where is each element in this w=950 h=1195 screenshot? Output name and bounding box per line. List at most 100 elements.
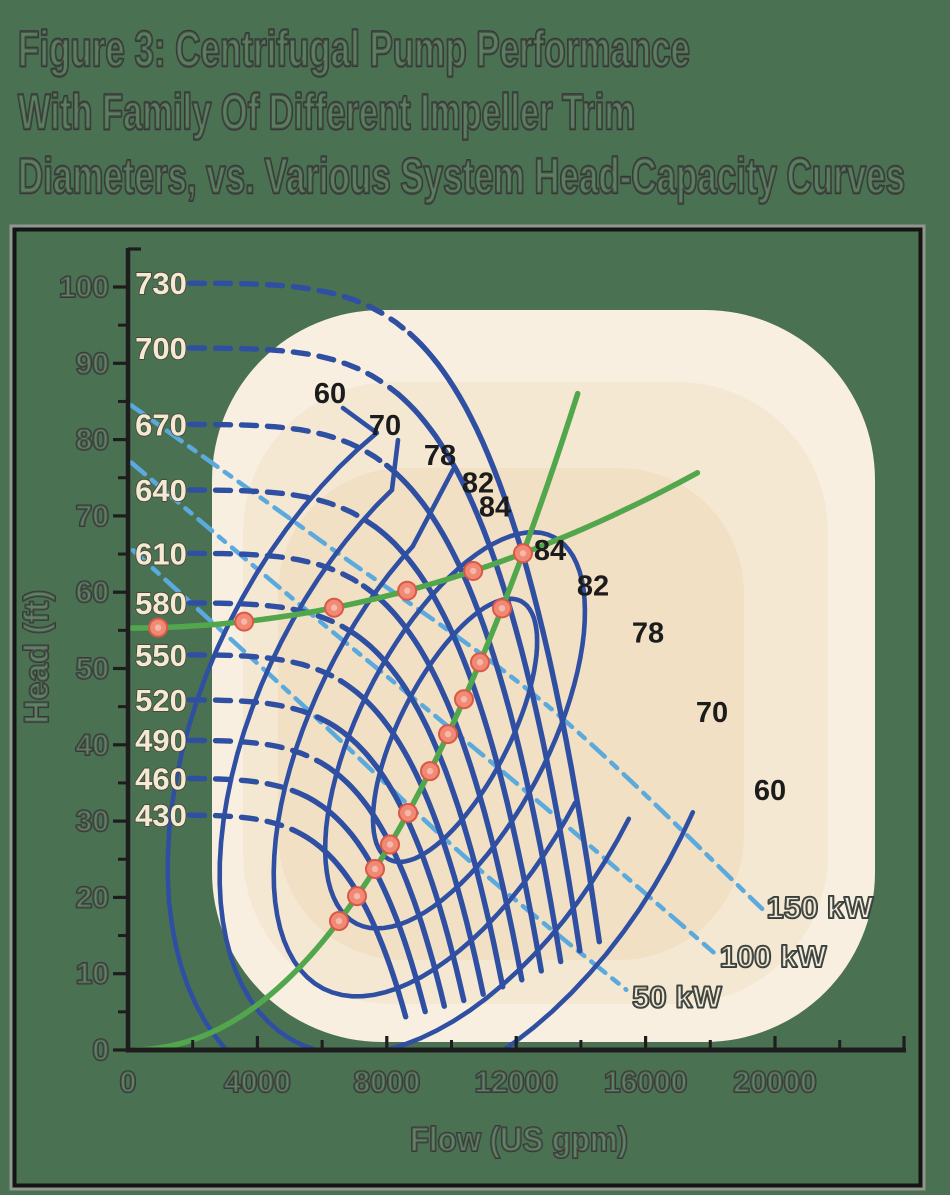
y-tick-label: 60 [76,576,109,609]
operating-point-core [498,605,506,612]
efficiency-label-right-82: 82 [577,570,609,602]
x-tick-label: 12000 [474,1066,557,1099]
trim-label-670: 670 [135,407,187,442]
chart-frame-inner-border [12,227,923,1188]
figure-title: Figure 3: Centrifugal Pump Performance W… [17,20,907,206]
efficiency-contour-60 [165,430,696,1052]
operating-point-core [330,604,338,611]
trim-label-640: 640 [135,473,187,508]
y-tick-label: 90 [76,347,109,380]
pump-curve-520-solid [326,720,467,1004]
efficiency-contour-84 [370,596,540,865]
y-tick-label: 40 [76,729,109,762]
power-curve-label: 100 kW [720,939,828,974]
efficiency-contour-78-tail [410,467,456,549]
y-axis-title: Head (ft) [18,590,56,724]
efficiency-label-top-70: 70 [369,410,401,442]
efficiency-contours [165,405,696,1052]
y-tick-label: 50 [76,653,109,686]
efficiency-contour-70-tail [389,437,401,493]
y-tick-labels: 0 10 20 30 40 50 60 70 80 90 100 [58,270,110,1068]
operating-point-core [335,917,343,925]
operating-points [148,543,533,932]
figure-title-line-1: Figure 3: Centrifugal Pump Performance [18,21,690,77]
x-tick-label: 16000 [604,1066,687,1099]
y-tick-label: 0 [92,1034,109,1067]
best-efficiency-point-core [519,550,527,557]
operating-point-core [460,696,468,703]
y-tick-label: 100 [59,271,109,304]
operating-point-core [386,841,394,848]
trim-label-430: 430 [135,798,187,833]
pump-curve-730-dashed [186,280,413,337]
pump-curve-610-dashed [186,550,367,589]
pump-curve-610-solid [360,583,525,983]
efficiency-contour-60-tail [340,405,380,436]
trim-label-460: 460 [135,761,187,796]
x-tick-label: 4000 [224,1066,291,1099]
efficiency-contour-82 [322,529,588,931]
efficiency-label-right-78: 78 [632,618,664,650]
operating-point-core [240,618,248,625]
power-curve-label: 150 kW [767,890,875,925]
pump-curve-640-dashed [186,487,378,530]
pump-curve-430-solid [291,827,409,1020]
x-axis-title: Flow (US gpm) [410,1121,628,1159]
efficiency-label-top-78: 78 [424,440,456,472]
power-curve-labels: 150 kW 100 kW 50 kW [631,889,875,1015]
operating-point-core [404,809,412,817]
y-tick-label: 10 [76,958,109,991]
operating-point-core [403,587,411,594]
power-curve-label: 50 kW [632,979,722,1014]
operating-point-core [469,567,477,575]
plot-area [129,280,765,1052]
trim-label-550: 550 [135,638,187,673]
operating-region-blob [212,310,875,1042]
y-tick-label: 20 [76,881,109,914]
x-tick-label: 8000 [353,1066,420,1099]
trim-label-610: 610 [135,536,187,571]
pump-curve-700-dashed [186,345,401,397]
x-tick-label: 20000 [733,1066,816,1099]
x-axis-ticks [126,1036,842,1050]
trim-label-490: 490 [135,723,187,758]
efficiency-contour-78 [271,543,578,999]
chart-frame-outer-border [9,224,926,1191]
chart-frame [9,224,926,1191]
operating-point-core [476,659,484,666]
y-tick-label: 70 [76,500,109,533]
y-axis-ticks [113,285,128,1052]
pump-curve-460-solid [303,793,428,1015]
pump-curve-730-solid [407,330,602,945]
efficiency-label-right-60: 60 [754,775,786,807]
pump-curve-520-dashed [186,697,332,726]
trim-label-730: 730 [135,266,187,301]
pump-curve-580-dashed [186,600,355,635]
operating-point-core [353,892,361,900]
operating-point-core [154,624,162,631]
axes [113,247,906,1053]
trim-label-580: 580 [135,586,187,621]
efficiency-label-top-60: 60 [314,378,346,410]
operating-point-core [426,767,434,775]
y-tick-label: 80 [76,424,109,457]
figure-title-line-2: With Family Of Different Impeller Trim [18,84,635,140]
pump-curves [186,280,602,1020]
operating-point-core [371,865,379,873]
figure-title-line-3: Diameters, vs. Various System Head-Capac… [18,148,905,204]
pump-curve-670-solid [384,462,564,965]
x-tick-labels: 0 4000 8000 12000 16000 20000 [119,1065,818,1100]
pump-curve-640-solid [372,524,544,974]
efficiency-label-right-84: 84 [534,535,566,567]
trim-label-700: 700 [135,331,187,366]
efficiency-label-top-82: 82 [462,467,494,499]
trim-label-520: 520 [135,683,187,718]
efficiency-label-top-84: 84 [479,492,511,524]
pump-curve-460-dashed [186,775,309,799]
y-tick-label: 30 [76,805,109,838]
pump-curve-670-dashed [186,421,390,469]
